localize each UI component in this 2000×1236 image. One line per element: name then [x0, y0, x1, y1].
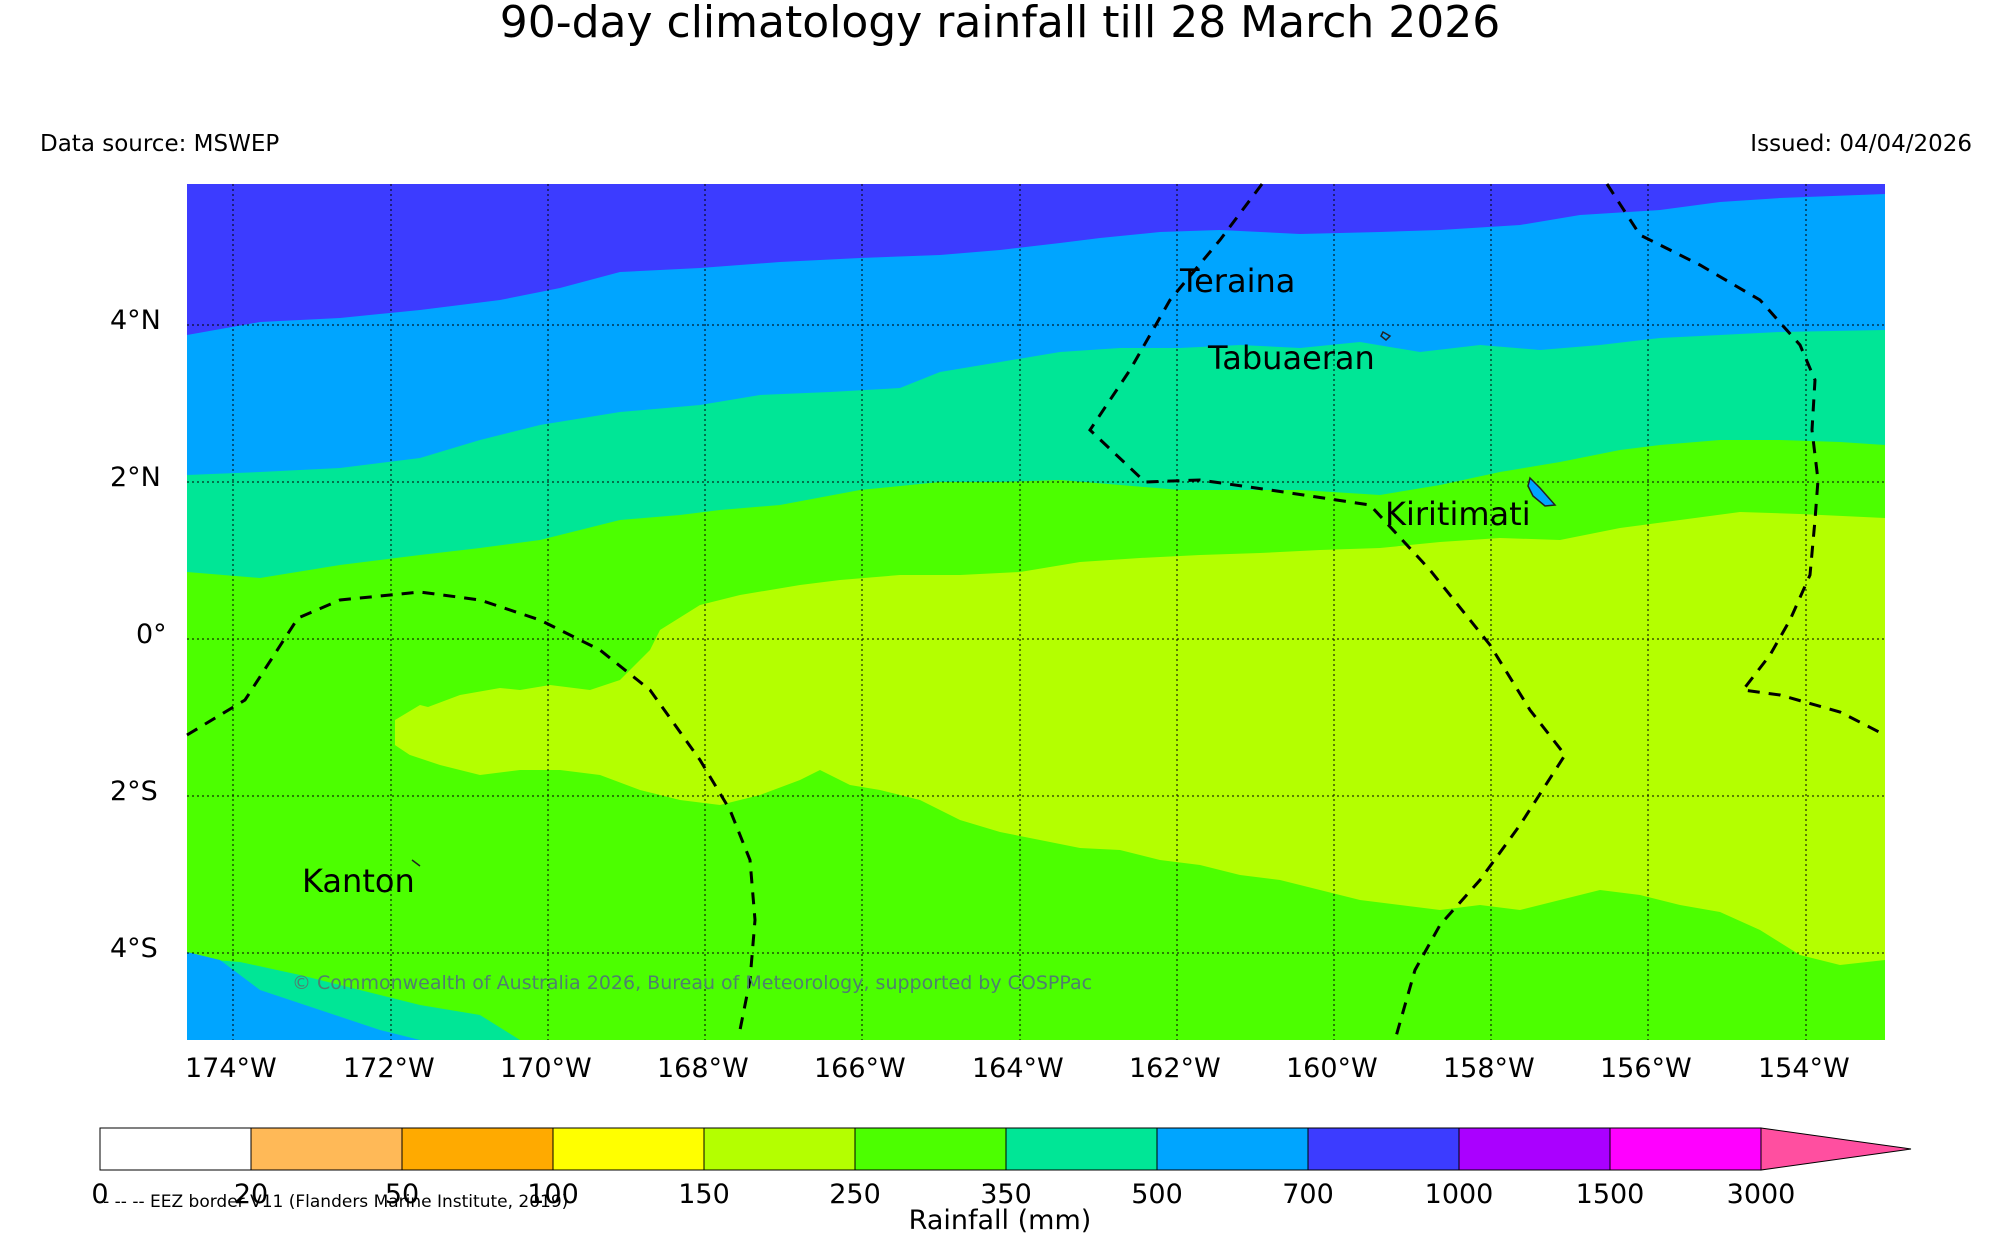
kanton-atoll — [411, 859, 421, 867]
lat-label-0: 0° — [136, 619, 167, 650]
band-700-south — [187, 952, 420, 1040]
lon-label-166w: 166°W — [814, 1053, 906, 1084]
lon-label-154w: 154°W — [1758, 1053, 1850, 1084]
colorbar-swatch — [1307, 1127, 1460, 1171]
copyright-notice: © Commonwealth of Australia 2026, Bureau… — [292, 972, 1093, 994]
lat-label-4n: 4°N — [110, 305, 161, 336]
tabuaeran-atoll — [1380, 330, 1392, 342]
lon-label-174w: 174°W — [185, 1053, 277, 1084]
colorbar-tick-label: 700 — [1282, 1179, 1334, 1210]
data-source: Data source: MSWEP — [40, 131, 280, 157]
lon-label-168w: 168°W — [657, 1053, 749, 1084]
place-teraina: Teraina — [1180, 262, 1296, 300]
colorbar-swatch — [401, 1127, 554, 1171]
lon-label-156w: 156°W — [1600, 1053, 1692, 1084]
lon-label-164w: 164°W — [972, 1053, 1064, 1084]
band-250 — [395, 512, 1885, 965]
issued-date: Issued: 04/04/2026 — [1750, 131, 1972, 157]
colorbar-title: Rainfall (mm) — [908, 1205, 1092, 1236]
eez-borders — [186, 183, 1886, 1041]
lon-label-160w: 160°W — [1286, 1053, 1378, 1084]
colorbar-tick-label: 1500 — [1575, 1179, 1645, 1210]
islands — [411, 330, 1557, 867]
colorbar-swatch — [703, 1127, 856, 1171]
lon-label-172w: 172°W — [343, 1053, 435, 1084]
colorbar-swatch — [99, 1127, 252, 1171]
band-350-south — [187, 858, 1340, 1040]
colorbar-tick-label: 3000 — [1726, 1179, 1796, 1210]
rainfall-bands — [187, 184, 1885, 1040]
colorbar-tick-label: 250 — [829, 1179, 881, 1210]
lon-label-162w: 162°W — [1129, 1053, 1221, 1084]
lat-label-2n: 2°N — [110, 462, 161, 493]
colorbar-swatch — [854, 1127, 1007, 1171]
colorbar-tick-label: 1000 — [1424, 1179, 1494, 1210]
colorbar-swatch — [1156, 1127, 1309, 1171]
colorbar-tick-label: 50 — [384, 1179, 420, 1210]
colorbar-swatch — [552, 1127, 705, 1171]
colorbar-tick-label: 350 — [980, 1179, 1032, 1210]
lon-label-158w: 158°W — [1443, 1053, 1535, 1084]
map-title: 90-day climatology rainfall till 28 Marc… — [499, 0, 1501, 48]
place-kanton: Kanton — [302, 862, 415, 900]
colorbar-swatch — [1458, 1127, 1611, 1171]
lat-label-4s: 4°S — [110, 933, 158, 964]
colorbar-swatch — [250, 1127, 403, 1171]
colorbar-swatch — [1005, 1127, 1158, 1171]
lat-label-2s: 2°S — [110, 776, 158, 807]
colorbar-tick-label: 0 — [91, 1179, 109, 1210]
colorbar-tick-label: 100 — [527, 1179, 579, 1210]
colorbar-tick-label: 150 — [678, 1179, 730, 1210]
colorbar-extend-arrow — [1760, 1127, 1912, 1171]
lon-label-170w: 170°W — [500, 1053, 592, 1084]
colorbar-tick-label: 20 — [233, 1179, 269, 1210]
band-250-west-patch — [395, 705, 450, 755]
colorbar-tick-label: 500 — [1131, 1179, 1183, 1210]
graticule — [187, 184, 1885, 1040]
place-kiritimati: Kiritimati — [1385, 495, 1531, 533]
kiritimati-atoll — [1527, 476, 1557, 507]
colorbar-swatch — [1609, 1127, 1762, 1171]
colorbar — [99, 1127, 1912, 1171]
place-tabuaeran: Tabuaeran — [1208, 339, 1375, 377]
eez-legend: -- -- -- EEZ border V11 (Flanders Marine… — [97, 1192, 569, 1212]
